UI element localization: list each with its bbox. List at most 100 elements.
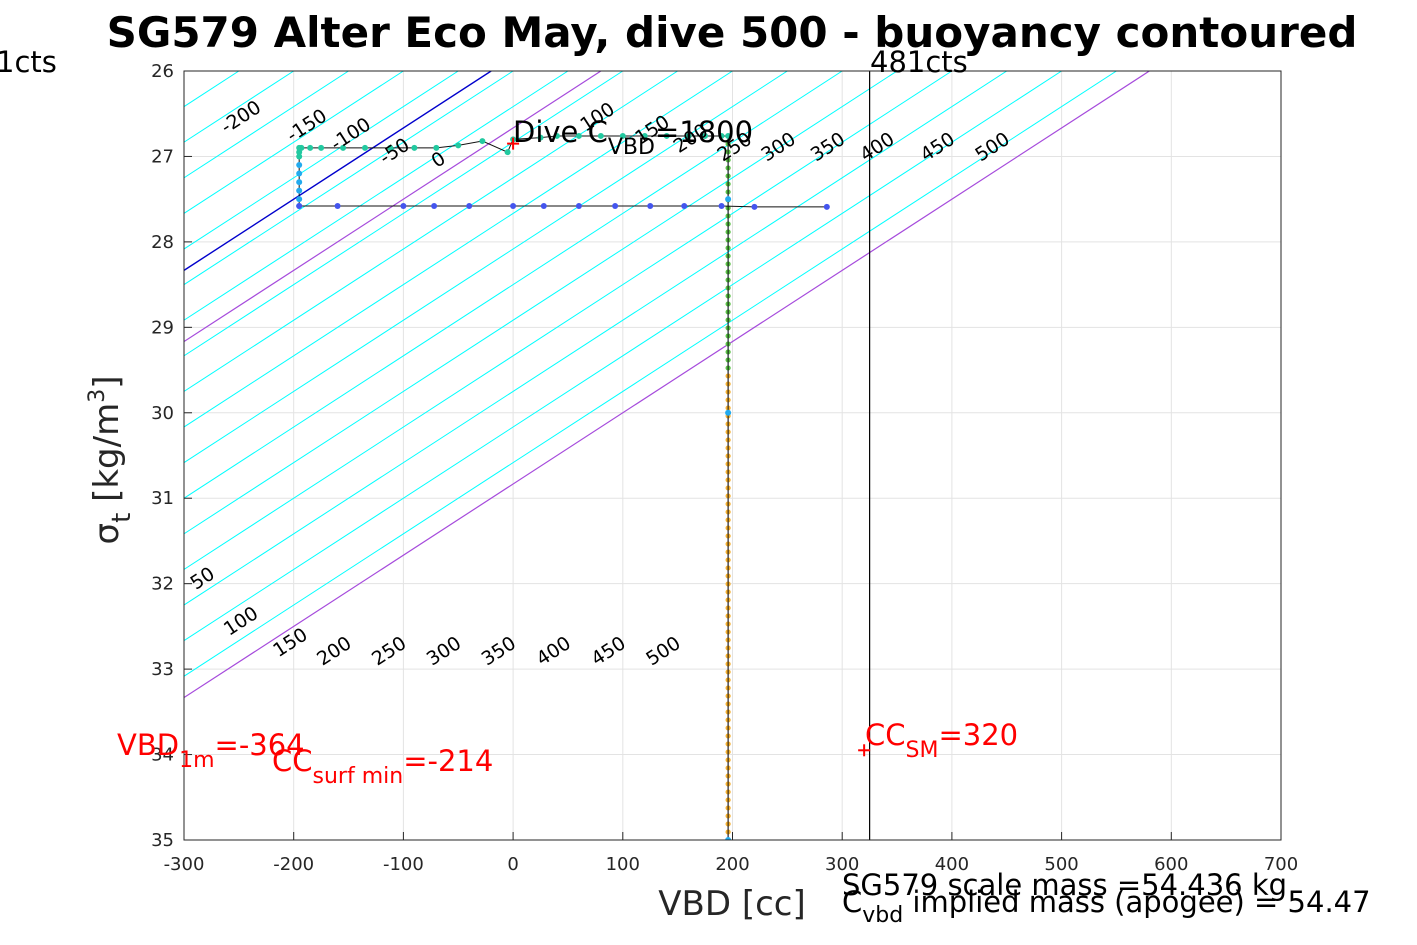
dive-c-value: =1800: [655, 115, 753, 149]
dive-track-point: [725, 409, 732, 416]
implied-mass-c: C: [842, 885, 862, 919]
climb-track-point: [540, 203, 547, 210]
y-tick-label: 30: [151, 403, 174, 424]
dive-track-point: [296, 153, 303, 160]
contour-line-cyan: [184, 71, 1008, 606]
dive-track-point: [537, 134, 544, 141]
x-tick-label: 500: [1044, 854, 1078, 875]
dive-tracks: [296, 132, 871, 840]
dive-track-point: [318, 144, 325, 151]
dive-track-point: [296, 161, 303, 168]
dive-track-point: [663, 132, 670, 139]
x-tick-label: 700: [1264, 854, 1298, 875]
contour-line-cyan: [184, 71, 1117, 677]
contour-line-cyan: [184, 71, 898, 535]
dive-track-point: [619, 132, 626, 139]
climb-track-point: [718, 203, 725, 210]
dive-track-point: [296, 187, 303, 194]
dive-track-point: [340, 144, 347, 151]
y-axis-label-units: [kg/m: [87, 403, 127, 513]
left-counts-label: 1cts: [0, 45, 57, 79]
chart-title: SG579 Alter Eco May, dive 500 - buoyancy…: [107, 8, 1358, 57]
dive-track-point: [433, 144, 440, 151]
vbd-1m-value: =-364: [215, 728, 305, 762]
cc-surf-label: CC: [272, 744, 313, 778]
cc-sm-sub: SM: [906, 738, 939, 763]
x-tick-label: 600: [1154, 854, 1188, 875]
dive-track-point: [362, 144, 369, 151]
x-tick-label: 100: [606, 854, 640, 875]
contour-line-magenta: [184, 71, 602, 343]
dive-track-point: [387, 144, 394, 151]
dive-track-point: [597, 132, 604, 139]
contour-line-cyan: [184, 71, 404, 215]
climb-track-line: [299, 205, 827, 208]
contour-line-blue: [184, 71, 492, 272]
dive-track-point: [504, 149, 511, 156]
vbd-1m-sub: 1m: [179, 748, 214, 773]
dive-track-point: [685, 132, 692, 139]
climb-track-point: [612, 203, 619, 210]
vbd-1m-label: VBD: [117, 728, 179, 762]
y-axis-label: σt [kg/m3]: [85, 376, 137, 545]
y-tick-label: 35: [151, 830, 174, 851]
y-axis-label-sub: t: [107, 513, 137, 523]
cc-sm-label: CC: [865, 718, 906, 752]
vbd-1m-annotation: VBD1m=-364: [117, 728, 305, 773]
cc-surf-min-annotation: CCsurf min=-214: [272, 744, 493, 789]
contour-line-cyan: [184, 71, 624, 357]
cc-sm-annotation: CCSM=320: [865, 718, 1018, 763]
dive-c-marker: [507, 137, 520, 150]
right-counts-label: 481cts: [870, 45, 968, 79]
climb-track-point: [823, 203, 830, 210]
climb-track-point: [575, 203, 582, 210]
y-tick-label: 29: [151, 317, 174, 338]
dive-track-point: [702, 132, 709, 139]
x-tick-label: 300: [825, 854, 859, 875]
dive-track-point: [479, 138, 486, 145]
y-tick-label: 28: [151, 232, 174, 253]
climb-track-point: [647, 203, 654, 210]
contour-line-cyan: [184, 71, 459, 250]
climb-track-point: [510, 203, 517, 210]
climb-track-point: [431, 203, 438, 210]
y-tick-label: 34: [151, 745, 174, 766]
contour-line-cyan: [184, 71, 1062, 642]
dive-track-point: [718, 132, 725, 139]
climb-track-point: [400, 203, 407, 210]
axis-ticks: -300 -200 -100 0 100 200 300 400 500 600 700 26 27 28…: [151, 61, 1298, 875]
contour-line-cyan: [184, 71, 569, 321]
buoyancy-contours: [184, 71, 1150, 699]
scale-mass-label: SG579 scale mass =54.436 kg: [842, 868, 1287, 902]
x-tick-label: -200: [273, 854, 314, 875]
dive-track-point: [725, 132, 732, 139]
cc-sm-value: =320: [938, 718, 1018, 752]
x-tick-label: -300: [164, 854, 205, 875]
y-tick-label: 33: [151, 659, 174, 680]
dive-track-point: [296, 170, 303, 177]
y-tick-label: 27: [151, 146, 174, 167]
cc-surf-sub: surf min: [313, 764, 404, 789]
climb-track-point: [466, 203, 473, 210]
dive-track-point: [411, 144, 418, 151]
dive-track-point: [307, 144, 314, 151]
dive-track-point: [553, 132, 560, 139]
svg-text:σt [kg/m3]: σt [kg/m3]: [85, 376, 137, 545]
contour-line-cyan: [184, 71, 788, 464]
contour-line-magenta: [184, 71, 1150, 699]
cc-surf-value: =-214: [403, 744, 493, 778]
dive-track-point: [725, 837, 732, 840]
dive-track-point: [641, 132, 648, 139]
contour-line-cyan: [184, 71, 843, 499]
dive-c-label: Dive C: [513, 115, 608, 149]
y-axis-label-sup: 3: [85, 389, 110, 403]
dive-c-sub: VBD: [608, 135, 655, 160]
climb-track-point: [681, 203, 688, 210]
x-tick-label: 200: [715, 854, 749, 875]
y-axis-label-end: ]: [87, 376, 127, 389]
climb-track-point: [296, 203, 303, 210]
contour-line-cyan: [184, 71, 953, 571]
contour-line-cyan: [184, 71, 514, 286]
x-tick-label: 0: [507, 854, 518, 875]
x-axis-label: VBD [cc]: [658, 884, 806, 924]
